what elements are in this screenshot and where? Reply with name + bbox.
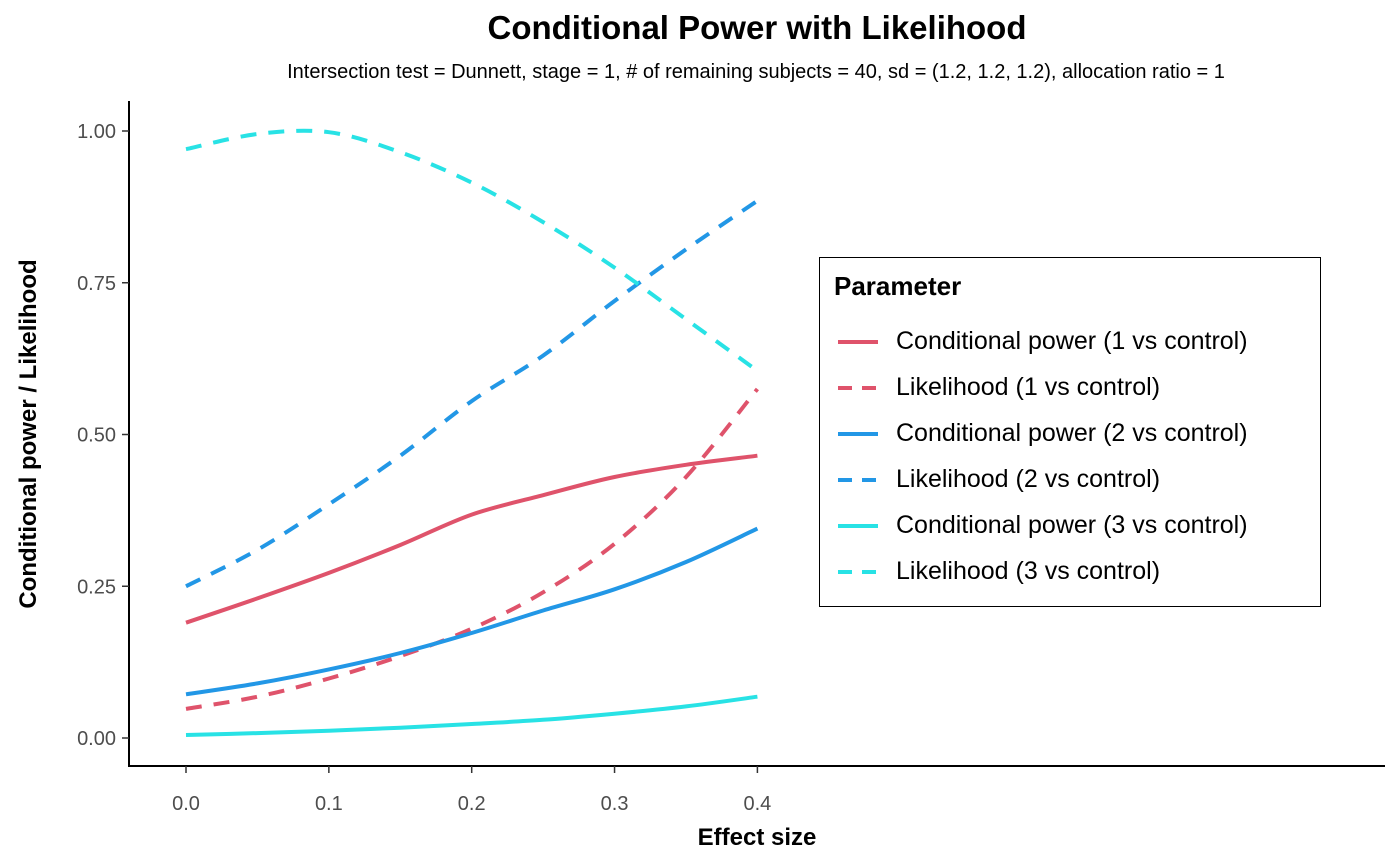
legend-key bbox=[838, 478, 878, 482]
legend-label: Conditional power (1 vs control) bbox=[896, 327, 1248, 355]
series-line-1 bbox=[185, 453, 758, 625]
x-tick-label: 0.3 bbox=[601, 793, 629, 815]
chart-subtitle: Intersection test = Dunnett, stage = 1, … bbox=[287, 61, 1225, 83]
legend-key bbox=[838, 386, 878, 390]
y-tick-label: 0.50 bbox=[77, 425, 116, 447]
legend-item: Conditional power (1 vs control) bbox=[836, 325, 1316, 359]
y-tick-label: 0.00 bbox=[77, 728, 116, 750]
legend-key bbox=[838, 340, 878, 344]
legend-label: Conditional power (2 vs control) bbox=[896, 419, 1248, 447]
series-line-5 bbox=[185, 694, 758, 737]
x-tick-label: 0.2 bbox=[458, 793, 486, 815]
legend-label: Likelihood (1 vs control) bbox=[896, 373, 1161, 401]
legend-key bbox=[838, 524, 878, 528]
x-axis-title: Effect size bbox=[698, 824, 817, 851]
y-tick-label: 1.00 bbox=[77, 121, 116, 143]
legend-item: Likelihood (3 vs control) bbox=[836, 555, 1316, 589]
series-line-2 bbox=[185, 387, 759, 711]
series-line-4 bbox=[185, 199, 759, 589]
y-ticks: 0.00 0.25 0.50 0.75 1.00 bbox=[77, 121, 129, 750]
x-ticks: 0.0 0.1 0.2 0.3 0.4 bbox=[172, 766, 771, 815]
legend-key bbox=[838, 570, 878, 574]
y-tick-label: 0.25 bbox=[77, 576, 116, 598]
legend-item: Likelihood (2 vs control) bbox=[836, 463, 1316, 497]
chart-title: Conditional Power with Likelihood bbox=[487, 9, 1027, 46]
y-axis-title: Conditional power / Likelihood bbox=[15, 259, 42, 608]
legend: Parameter Conditional power (1 vs contro… bbox=[819, 257, 1321, 607]
legend-item: Conditional power (2 vs control) bbox=[836, 417, 1316, 451]
legend-item: Likelihood (1 vs control) bbox=[836, 371, 1316, 405]
series-line-6 bbox=[185, 128, 759, 373]
legend-item: Conditional power (3 vs control) bbox=[836, 509, 1316, 543]
legend-title: Parameter bbox=[834, 271, 962, 301]
x-tick-label: 0.4 bbox=[743, 793, 771, 815]
legend-label: Likelihood (3 vs control) bbox=[896, 557, 1161, 585]
x-tick-label: 0.0 bbox=[172, 793, 200, 815]
x-tick-label: 0.1 bbox=[315, 793, 343, 815]
legend-key bbox=[838, 432, 878, 436]
y-tick-label: 0.75 bbox=[77, 273, 116, 295]
legend-label: Likelihood (2 vs control) bbox=[896, 465, 1161, 493]
series-line-3 bbox=[185, 526, 759, 697]
legend-label: Conditional power (3 vs control) bbox=[896, 511, 1248, 539]
series-layer bbox=[185, 128, 759, 737]
